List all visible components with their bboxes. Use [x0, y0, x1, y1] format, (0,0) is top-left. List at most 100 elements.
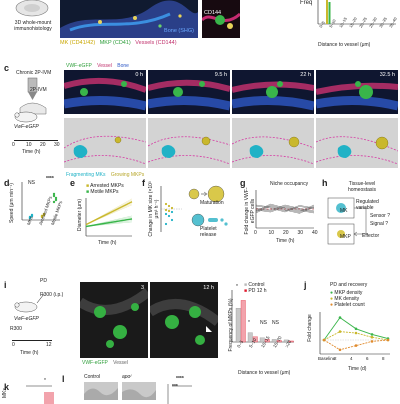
mouse-label-i: VwF-eGFP	[14, 316, 39, 322]
ivm-image-top: 9.5 h	[148, 70, 230, 114]
panel-d-sig-star: ****	[46, 176, 54, 182]
diameter-track-line	[85, 221, 133, 227]
panel-h-title1: Tissue-level	[348, 181, 376, 187]
r300-ip: R300 (i.p.)	[40, 292, 64, 298]
recovery-point	[322, 338, 326, 342]
legend-control: Control	[248, 282, 265, 288]
occupancy-line	[255, 205, 315, 213]
inset-label: CD144	[204, 10, 222, 16]
i-chart-xlabel: Distance to vessel (μm)	[238, 370, 291, 376]
panel-g-label: g	[240, 178, 246, 188]
legend-vwf: VWF-eGFP	[66, 63, 92, 69]
panel-g-tick: 20	[283, 230, 289, 236]
ivm-image-top: 22 h	[232, 70, 314, 114]
panel-i-label: i	[4, 280, 7, 290]
panel-i-sig-label: *	[248, 320, 250, 326]
panel-g-title: Niche occupancy	[270, 181, 309, 187]
objective-label: 2P-IVM	[30, 87, 47, 93]
mk-size-point	[170, 218, 174, 222]
panel-d-ylabel: Speed (μm min⁻¹)	[9, 183, 15, 223]
mkp-frequency-bar	[235, 308, 241, 343]
panel-a-chart	[317, 0, 396, 25]
diameter-track-line	[85, 216, 133, 227]
l-sig2: ***	[172, 384, 178, 390]
i-time-unit: Time (h)	[20, 350, 39, 356]
panel-i-sig-label: *	[236, 284, 238, 290]
panel-g-xlabel: Time (h)	[276, 238, 295, 244]
panel-h-label: h	[322, 178, 328, 188]
panel-f-ylabel: Change in MK size (×10³ μm³ h⁻¹)	[148, 181, 160, 237]
legend-bone-shg: Bone (SHG)	[164, 28, 194, 34]
pd-image-1: 3	[80, 282, 148, 358]
legend-pd: PD 12 h	[248, 288, 267, 294]
panel-j-tick: 6	[366, 356, 369, 361]
diameter-track-line	[85, 201, 133, 225]
i-legend-vessel: Vessel	[113, 360, 128, 366]
panel-g-tick: 30	[297, 230, 304, 236]
panel-f-label: f	[142, 178, 145, 188]
speed-point	[28, 216, 32, 220]
time-tick: 0	[12, 142, 15, 148]
panel-k-label: k	[4, 382, 10, 392]
microscope-icon	[19, 77, 47, 115]
speed-point	[40, 214, 44, 218]
recovery-point	[386, 338, 390, 342]
panel-a-legend: MK (CD41/42) MKP (CD41) Vessels (CD144)	[60, 40, 177, 46]
legend-mkp-density: MKP density	[334, 290, 363, 296]
r300-short: R300	[10, 326, 22, 332]
panel-e-legend: ■ Arrested MKPs ■ Motile MKPs	[86, 183, 124, 195]
mk-size-point	[164, 208, 168, 212]
panel-g-tick: 10	[268, 230, 275, 236]
panel-i-sig-label: NS	[272, 320, 279, 326]
ivm-render-bottom	[316, 118, 398, 168]
diameter-track-line	[85, 203, 133, 225]
time-tick: 20	[40, 142, 46, 148]
mk-size-point	[167, 204, 171, 208]
legend-mk: MK (CD41/42)	[60, 40, 96, 46]
h-effector: Effector	[362, 233, 380, 239]
ivm-image-top: 32.5 h	[316, 70, 398, 114]
diameter-track-line	[85, 220, 133, 227]
panel-e-plot	[85, 198, 133, 237]
h-signal: Signal ?	[370, 221, 389, 227]
pd-label: PD	[40, 278, 47, 284]
panel-a-xlabel: Distance to vessel (μm)	[318, 42, 371, 48]
panel-j-tick: 8	[382, 356, 385, 361]
panel-a-line2: immunohistology	[14, 26, 52, 32]
recovery-point	[338, 330, 342, 333]
mouse-icon	[14, 111, 38, 123]
mkp-frequency-bar	[247, 332, 253, 343]
diameter-track-line	[85, 218, 133, 227]
l-apo: apoᴵ	[122, 374, 132, 380]
occupancy-line	[255, 205, 315, 213]
mk-size-point	[167, 209, 171, 213]
legend-vessel: Vessel	[97, 63, 112, 69]
panel-j-tick: 4	[350, 356, 353, 361]
mk-size-point	[170, 210, 174, 214]
inset-image: CD144	[202, 0, 240, 38]
i-legend-vwf: VWF-eGFP	[82, 360, 108, 366]
ivm-image-top: 0 h	[64, 70, 146, 114]
legend-platelet: Platelet count	[334, 302, 365, 308]
homeostasis-diagram	[327, 197, 367, 245]
panel-a: 3D whole-mount immunohistology Bone (SHG…	[0, 0, 400, 58]
panel-a-tick: 0–5	[318, 20, 326, 29]
timepoint-label: 32.5 h	[379, 72, 395, 78]
time-tick: 30	[54, 142, 60, 148]
panel-j-legend: ● MKP density ● MK density ● Platelet co…	[330, 290, 365, 308]
chronic-ivm-title: Chronic 2P-IVM	[16, 70, 52, 76]
release-label: release	[200, 232, 217, 238]
mk-size-point	[164, 212, 168, 216]
freq-ylabel: Freq	[300, 0, 313, 6]
tp2: 12 h	[203, 285, 214, 291]
panel-h-title2: homeostasis	[347, 187, 377, 193]
maturation-schematic	[188, 185, 228, 227]
panel-e-xlabel: Time (h)	[98, 240, 117, 246]
legend-mkp: MKP (CD41)	[99, 40, 131, 46]
i-tick-12: 12	[46, 342, 52, 348]
recovery-point	[338, 348, 342, 352]
panel-c-legend: VWF-eGFP Vessel Bone	[66, 63, 129, 69]
h-sensor: Sensor ?	[370, 213, 391, 219]
mkp-frequency-bar	[271, 339, 277, 343]
occupancy-line	[255, 203, 315, 212]
